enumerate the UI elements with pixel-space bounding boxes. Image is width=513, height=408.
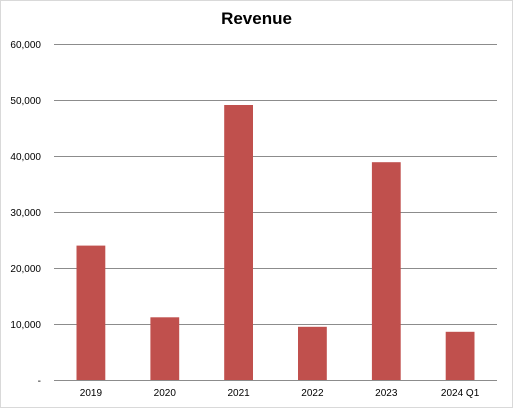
x-tick-label: 2019 [80, 388, 103, 399]
y-tick-label: 60,000 [10, 40, 41, 51]
bar [371, 162, 401, 380]
x-tick-label: 2021 [227, 388, 250, 399]
y-tick-label: 50,000 [10, 96, 41, 107]
gridlines [54, 44, 497, 381]
bar [224, 105, 253, 380]
y-tick-label: 40,000 [10, 152, 41, 163]
y-tick-label: 30,000 [10, 208, 41, 219]
x-tick-labels: 2019 2020 2021 2022 2023 2024 Q1 [80, 388, 480, 399]
chart-title: Revenue [221, 9, 292, 28]
x-tick-label: 2020 [154, 388, 177, 399]
y-tick-label: 20,000 [10, 264, 41, 275]
bar [76, 245, 106, 380]
x-tick-label: 2023 [375, 388, 398, 399]
y-tick-label: - [38, 376, 41, 387]
bar [445, 331, 475, 380]
bar [298, 326, 327, 380]
bar [150, 317, 180, 380]
x-tick-label: 2024 Q1 [441, 388, 480, 399]
x-tick-label: 2022 [301, 388, 324, 399]
y-tick-labels: - 10,000 20,000 30,000 40,000 50,000 60,000 [10, 40, 41, 387]
y-tick-label: 10,000 [10, 320, 41, 331]
bars [76, 105, 475, 380]
